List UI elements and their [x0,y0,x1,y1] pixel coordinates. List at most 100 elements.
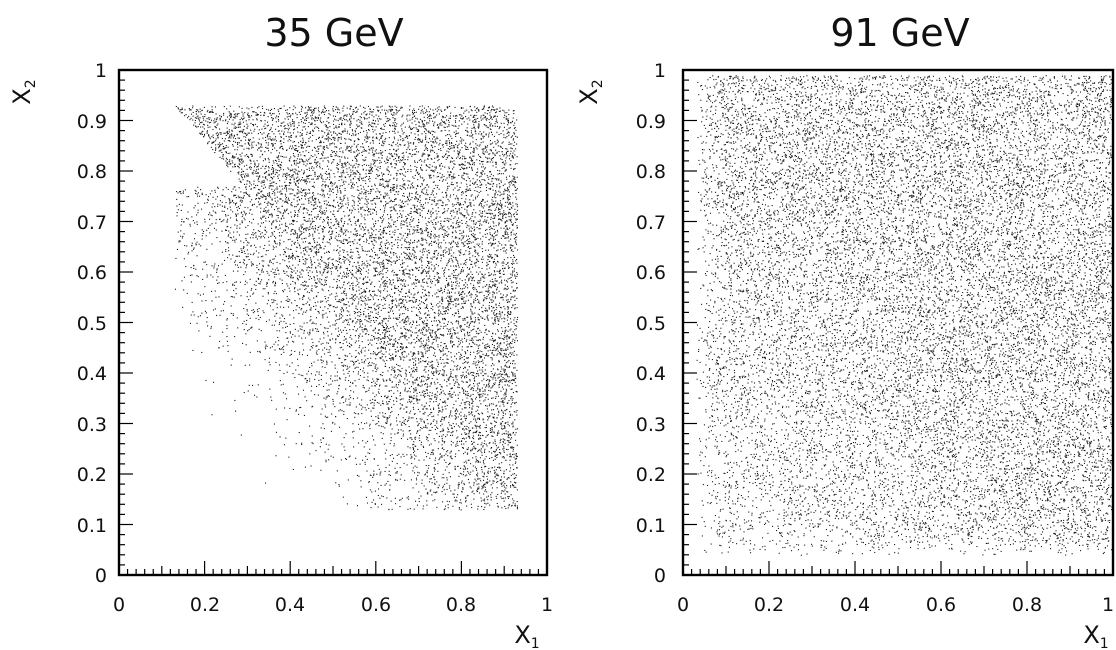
data-point [513,367,514,368]
data-point [377,263,378,264]
data-point [501,350,502,351]
data-point [340,330,341,331]
data-point [481,332,482,333]
data-point [290,170,291,171]
data-point [361,409,362,410]
data-point [496,162,497,163]
data-point [254,131,255,132]
data-point [234,400,235,401]
data-point [193,125,194,126]
data-point [274,293,275,294]
data-point [511,214,512,215]
data-point [309,320,310,321]
data-point [380,291,381,292]
data-point [203,294,204,295]
data-point [410,359,411,360]
data-point [226,187,227,188]
data-point [217,204,218,205]
data-point [409,200,410,201]
data-point [443,350,444,351]
data-point [492,186,493,187]
data-point [209,127,210,128]
data-point [350,397,351,398]
data-point [437,382,438,383]
data-point [478,154,479,155]
data-point [371,344,372,345]
data-point [352,285,353,286]
data-point [353,135,354,136]
data-point [416,321,417,322]
data-point [356,248,357,249]
data-point [501,205,502,206]
data-point [444,208,445,209]
data-point [377,254,378,255]
data-point [443,256,444,257]
data-point [437,362,438,363]
data-point [408,310,409,311]
data-point [432,416,433,417]
data-point [315,198,316,199]
data-point [333,457,334,458]
data-point [226,152,227,153]
data-point [455,144,456,145]
data-point [292,258,293,259]
data-point [314,280,315,281]
data-point [426,380,427,381]
data-point [199,196,200,197]
data-point [347,207,348,208]
data-point [329,227,330,228]
data-point [455,416,456,417]
data-point [288,140,289,141]
data-point [481,448,482,449]
data-point [245,173,246,174]
data-point [216,272,217,273]
data-point [302,299,303,300]
data-point [512,341,513,342]
data-point [405,159,406,160]
data-point [423,302,424,303]
data-point [451,432,452,433]
data-point [308,286,309,287]
data-point [436,213,437,214]
data-point [500,470,501,471]
data-point [361,114,362,115]
data-point [498,374,499,375]
data-point [380,267,381,268]
data-point [339,240,340,241]
data-point [470,413,471,414]
data-point [328,113,329,114]
data-point [414,472,415,473]
data-point [333,225,334,226]
data-point [434,167,435,168]
data-point [311,339,312,340]
data-point [402,313,403,314]
data-point [485,387,486,388]
data-point [243,174,244,175]
data-point [362,263,363,264]
data-point [340,313,341,314]
data-point [294,179,295,180]
data-point [379,352,380,353]
data-point [494,233,495,234]
data-point [334,128,335,129]
data-point [388,396,389,397]
data-point [442,319,443,320]
data-point [414,149,415,150]
data-point [498,411,499,412]
data-point [337,240,338,241]
data-point [388,225,389,226]
data-point [314,202,315,203]
data-point [393,201,394,202]
data-point [217,196,218,197]
data-point [435,356,436,357]
data-point [431,444,432,445]
data-point [309,292,310,293]
data-point [487,177,488,178]
data-point [303,213,304,214]
data-point [503,130,504,131]
data-point [486,298,487,299]
data-point [403,398,404,399]
data-point [434,438,435,439]
data-point [278,119,279,120]
data-point [241,169,242,170]
